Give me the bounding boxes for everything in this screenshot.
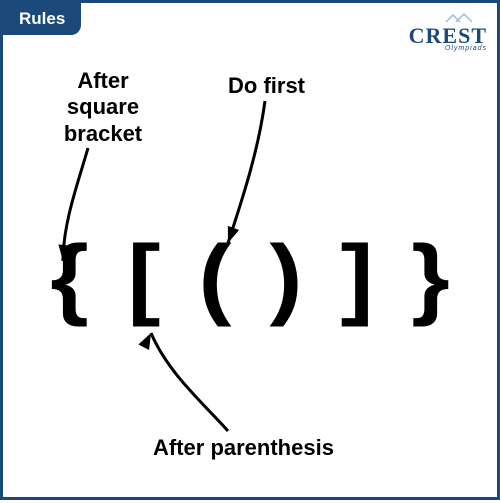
brackets-row: { [ ( ) ] } — [3, 233, 497, 323]
rules-badge: Rules — [3, 3, 81, 35]
brand-logo: CREST Olympiads — [409, 9, 487, 52]
logo-main-text: CREST — [409, 25, 487, 47]
rules-label: Rules — [19, 9, 65, 28]
label-do-first: Do first — [228, 73, 305, 99]
label-after-parenthesis: After parenthesis — [153, 435, 334, 461]
bracket-curly-open: { — [51, 233, 90, 323]
bracket-square-open: [ — [127, 233, 160, 323]
label-after-square-bracket: After square bracket — [48, 68, 158, 147]
bracket-paren-open: ( — [198, 233, 231, 323]
bracket-curly-close: } — [411, 233, 450, 323]
bracket-square-close: ] — [340, 233, 373, 323]
diagram-frame: Rules CREST Olympiads After square brack… — [0, 0, 500, 500]
bracket-paren-close: ) — [269, 233, 302, 323]
logo-peaks-icon — [418, 13, 478, 23]
